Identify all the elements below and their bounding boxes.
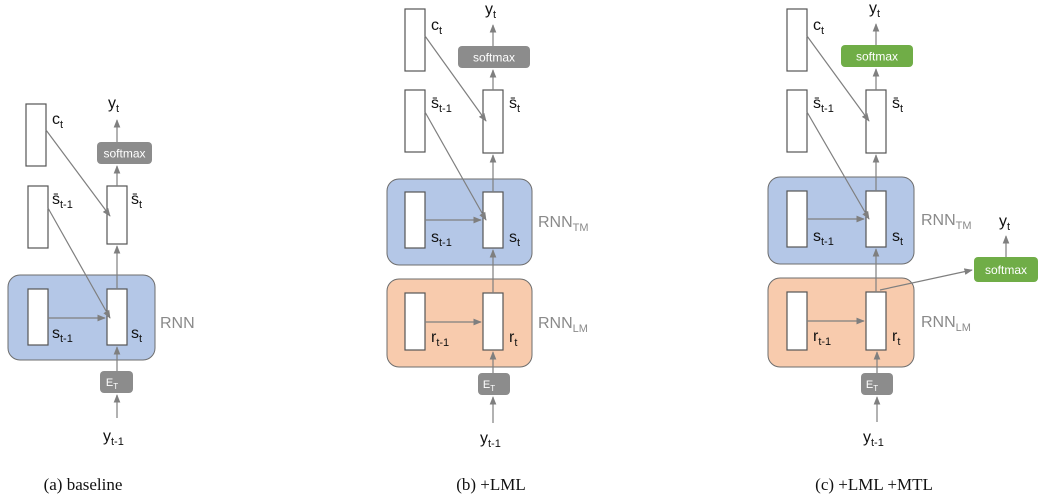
label-rnn-tm: RNNTM: [538, 214, 589, 234]
sbar-prev-vector: [27, 185, 49, 249]
sbar-prev-vector: [786, 89, 808, 153]
s-prev-vector: [27, 288, 49, 346]
label-rnn-tm: RNNTM: [921, 212, 972, 232]
panel-lml: yt ct softmax s̄t-1 s̄t st-1 st RNNTM rt…: [386, 1, 589, 494]
c-vector: [25, 103, 47, 167]
label-r: rt: [892, 328, 900, 348]
label-sbar: s̄t: [509, 95, 520, 115]
softmax-label: softmax: [103, 147, 145, 161]
label-rnn: RNN: [160, 315, 195, 332]
sbar-vector: [482, 89, 504, 154]
c-vector: [786, 8, 808, 72]
label-s-prev: st-1: [52, 325, 73, 345]
r-vector: [482, 292, 504, 351]
sbar-prev-vector: [404, 89, 426, 153]
embed-box: [478, 373, 510, 395]
label-sbar: s̄t: [131, 191, 142, 211]
label-c: ct: [431, 17, 442, 37]
c-vector: [404, 8, 426, 72]
r-prev-vector: [786, 291, 808, 351]
embed-label: ET: [866, 379, 878, 393]
arrow-c-sbar: [806, 35, 870, 122]
label-s: st: [509, 229, 520, 249]
arrow-c-sbar: [45, 129, 111, 217]
softmax-box: [458, 46, 530, 68]
label-s: st: [131, 325, 142, 345]
arrow-sbarprev-s: [47, 207, 111, 319]
caption-c: (c) +LML +MTL: [815, 475, 933, 494]
embed-box: [100, 371, 133, 393]
softmax-label: softmax: [473, 51, 515, 65]
label-s-prev: st-1: [813, 228, 834, 248]
s-prev-vector: [786, 190, 808, 248]
s-prev-vector: [404, 191, 426, 249]
arrow-sbarprev-s: [806, 111, 870, 220]
label-r: rt: [509, 329, 517, 349]
label-sbar-prev: s̄t-1: [431, 95, 452, 115]
embed-label: ET: [483, 379, 495, 393]
sbar-vector: [865, 89, 887, 154]
r-prev-vector: [404, 292, 426, 351]
panel-baseline: yt ct softmax s̄t-1 s̄t st-1 st RNN ET y…: [7, 95, 195, 494]
side-softmax-box: [974, 257, 1038, 282]
label-side-y: yt: [999, 213, 1010, 233]
label-rnn-lm: RNNLM: [921, 314, 971, 334]
label-y-input: yt-1: [480, 430, 501, 450]
label-rnn-lm: RNNLM: [538, 315, 588, 335]
label-y-input: yt-1: [103, 428, 124, 448]
label-s: st: [892, 228, 903, 248]
panel-lml-mtl: yt ct softmax s̄t-1 s̄t st-1 st RNNTM yt…: [767, 0, 1038, 494]
embed-box: [861, 373, 893, 395]
arrow-r-side-softmax: [879, 268, 973, 291]
label-y-top: yt: [869, 0, 880, 20]
label-sbar: s̄t: [892, 95, 903, 115]
label-c: ct: [52, 111, 63, 131]
caption-b: (b) +LML: [456, 475, 526, 494]
label-r-prev: rt-1: [431, 329, 449, 349]
embed-label: ET: [106, 377, 118, 391]
softmax-box: [97, 142, 152, 164]
arrow-sbarprev-s: [424, 111, 487, 221]
label-sbar-prev: s̄t-1: [52, 191, 73, 211]
caption-a: (a) baseline: [44, 475, 123, 494]
label-y-top: yt: [108, 95, 119, 115]
r-vector: [865, 291, 887, 351]
label-sbar-prev: s̄t-1: [813, 95, 834, 115]
softmax-label: softmax: [856, 50, 898, 64]
label-y-input: yt-1: [863, 429, 884, 449]
side-softmax-label: softmax: [985, 263, 1027, 277]
label-r-prev: rt-1: [813, 328, 831, 348]
label-y-top: yt: [485, 1, 496, 21]
label-c: ct: [813, 17, 824, 37]
softmax-box: [841, 45, 913, 67]
arrow-c-sbar: [424, 35, 487, 122]
label-s-prev: st-1: [431, 229, 452, 249]
